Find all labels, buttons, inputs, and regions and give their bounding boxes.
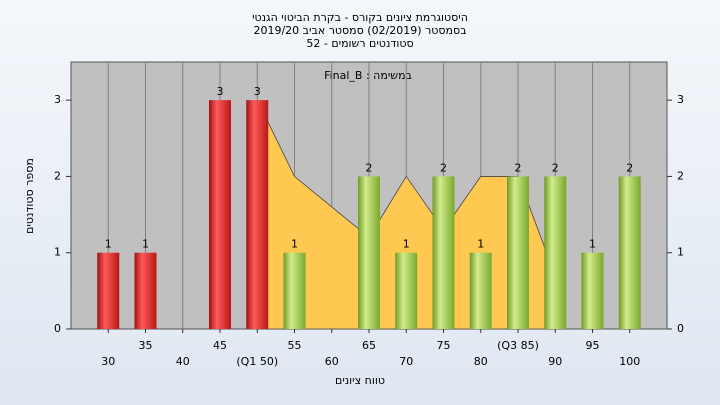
y2-tick-label: 1 bbox=[677, 246, 684, 259]
y2-tick-label: 0 bbox=[677, 322, 684, 335]
x-tick-label: (Q1 50) bbox=[236, 355, 278, 368]
chart-subtitle: בסמסטר (02/2019) סמסטר אביב 2019/20 bbox=[253, 24, 466, 37]
bar bbox=[395, 252, 418, 329]
bar-value-label: 1 bbox=[291, 238, 298, 251]
bar bbox=[618, 176, 641, 329]
x-tick-label: 30 bbox=[101, 355, 115, 368]
bar-value-label: 1 bbox=[589, 238, 596, 251]
x-tick-label: 70 bbox=[399, 355, 413, 368]
bar-value-label: 2 bbox=[626, 161, 633, 174]
annotation: במשימה : Final_B bbox=[324, 69, 412, 82]
chart-title: היסטוגרמת ציונים בקורס - בקרת הביטוי הגנ… bbox=[252, 11, 468, 24]
bar bbox=[469, 252, 492, 329]
bar bbox=[507, 176, 529, 329]
bar bbox=[246, 100, 269, 330]
bar-value-label: 2 bbox=[552, 161, 559, 174]
bar-value-label: 2 bbox=[515, 161, 522, 174]
x-tick-label: 60 bbox=[325, 355, 339, 368]
x-tick-label: 95 bbox=[586, 339, 600, 352]
bar bbox=[209, 100, 231, 330]
x-tick-label: 80 bbox=[474, 355, 488, 368]
bar-value-label: 2 bbox=[440, 161, 447, 174]
y-tick-label: 2 bbox=[54, 169, 61, 182]
y2-tick-label: 3 bbox=[677, 93, 684, 106]
bar-value-label: 1 bbox=[105, 238, 112, 251]
x-tick-label: 90 bbox=[548, 355, 562, 368]
x-tick-label: (Q3 85) bbox=[497, 339, 539, 352]
bar bbox=[134, 252, 157, 329]
bar-value-label: 2 bbox=[366, 161, 373, 174]
bar-value-label: 1 bbox=[142, 238, 149, 251]
y2-tick-label: 2 bbox=[677, 169, 684, 182]
x-tick-label: 75 bbox=[437, 339, 451, 352]
bar-value-label: 1 bbox=[477, 238, 484, 251]
bar bbox=[358, 176, 380, 329]
x-axis-label: טווח ציונים bbox=[335, 374, 385, 387]
bar bbox=[432, 176, 455, 329]
y-tick-label: 1 bbox=[54, 246, 61, 259]
bar-value-label: 1 bbox=[403, 238, 410, 251]
x-tick-label: 55 bbox=[288, 339, 302, 352]
y-tick-label: 0 bbox=[54, 322, 61, 335]
x-tick-label: 65 bbox=[362, 339, 376, 352]
y-axis-label: מספר סטודנטים bbox=[23, 158, 36, 234]
bar bbox=[283, 252, 306, 329]
bar-value-label: 3 bbox=[254, 85, 261, 98]
bar-value-label: 3 bbox=[217, 85, 224, 98]
bar bbox=[544, 176, 567, 329]
y-tick-label: 3 bbox=[54, 93, 61, 106]
bar bbox=[97, 252, 120, 329]
x-tick-label: 45 bbox=[213, 339, 227, 352]
chart-subtitle: סטודנטים רשומים - 52 bbox=[306, 37, 413, 50]
x-tick-label: 40 bbox=[176, 355, 190, 368]
x-tick-label: 100 bbox=[619, 355, 640, 368]
x-tick-label: 35 bbox=[139, 339, 153, 352]
bar bbox=[581, 252, 604, 329]
